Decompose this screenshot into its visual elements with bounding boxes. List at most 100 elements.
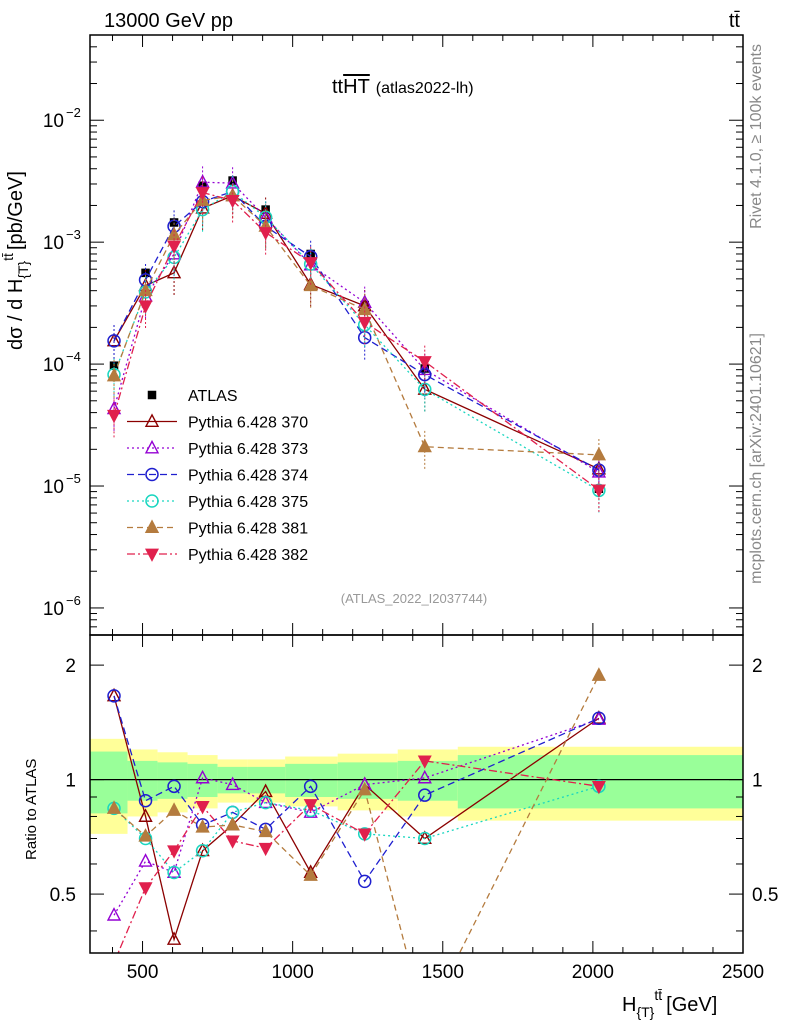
- point-5-9: [591, 446, 607, 461]
- side-label-top: Rivet 4.1.0, ≥ 100k events: [748, 44, 765, 229]
- ratio-point-4-3: [195, 844, 210, 858]
- legend-label-1: Pythia 6.428 370: [188, 415, 308, 432]
- ratio-point-6-5: [258, 842, 273, 857]
- ratio-point-6-4: [225, 835, 240, 849]
- point-6-7: [357, 316, 372, 331]
- ratio-line-2: [113, 718, 600, 916]
- series-line-1: [113, 195, 600, 470]
- y-tick-label: 10: [43, 477, 64, 498]
- point-6-6: [303, 257, 318, 271]
- ratio-point-1-0: [106, 687, 122, 702]
- legend-marker-6: [145, 548, 159, 562]
- legend-marker-3: [145, 467, 159, 482]
- ratio-point-1-8: [417, 830, 432, 845]
- header-left-label: 13000 GeV pp: [104, 10, 233, 32]
- ratio-point-1-2: [166, 931, 182, 945]
- point-6-3: [195, 187, 210, 201]
- ratio-tick-label-left: 2: [65, 656, 76, 677]
- y-tick-exp: −3: [66, 227, 81, 242]
- ratio-point-5-3: [195, 819, 210, 833]
- series-line-2: [113, 181, 600, 473]
- point-6-2: [167, 240, 182, 254]
- legend-label-3: Pythia 6.428 374: [188, 468, 308, 485]
- legend-label-2: Pythia 6.428 373: [188, 441, 308, 458]
- series-line-3: [113, 190, 600, 471]
- ratio-point-6-6: [303, 799, 318, 813]
- header-right-label: tt̄: [729, 10, 741, 32]
- ratio-point-3-8: [418, 788, 432, 802]
- ratio-point-5-6: [303, 867, 318, 881]
- x-tick-label: 2000: [572, 962, 614, 983]
- point-5-6: [303, 277, 318, 292]
- series-ratio-panel: [106, 667, 607, 953]
- ratio-point-3-7: [357, 874, 372, 889]
- ratio-tick-label-right: 2: [752, 656, 763, 677]
- ratio-frame: [89, 634, 744, 954]
- point-5-7: [357, 301, 372, 316]
- ratio-point-2-1: [138, 853, 153, 867]
- ratio-point-6-3: [195, 801, 210, 815]
- ratio-point-6-2: [167, 845, 182, 859]
- legend-marker-1: [144, 413, 160, 427]
- ratio-point-2-8: [417, 769, 432, 784]
- legend-label-4: Pythia 6.428 375: [188, 494, 308, 511]
- legend-label-6: Pythia 6.428 382: [188, 547, 308, 564]
- ratio-point-4-2: [167, 865, 181, 880]
- y-tick-exp: −2: [66, 105, 81, 120]
- point-6-4: [225, 195, 240, 209]
- ratio-line-4: [113, 785, 600, 874]
- legend-marker-5: [144, 519, 160, 533]
- top-frame: [89, 34, 744, 636]
- series-line-4: [113, 190, 600, 491]
- ratio-tick-label-right: 1: [752, 771, 763, 792]
- series-top-panel: [106, 166, 607, 514]
- point-5-8: [417, 438, 432, 453]
- y-tick-exp: −6: [66, 593, 81, 608]
- legend-marker-0: [147, 390, 157, 400]
- x-tick-label: 2500: [722, 962, 764, 983]
- ratio-point-3-0: [107, 689, 121, 703]
- y-tick-label: 10: [43, 599, 64, 620]
- point-5-0: [106, 367, 122, 382]
- ratio-point-6-1: [138, 882, 153, 896]
- legend: ATLAS Pythia 6.428 370 Pythia 6.428 373 Pyt…: [127, 388, 308, 564]
- legend-marker-4: [145, 494, 159, 508]
- point-6-9: [591, 484, 606, 498]
- ratio-point-6-9: [591, 780, 606, 795]
- point-3-0: [107, 334, 121, 348]
- plot-title: ttHT (atlas2022-lh): [332, 76, 474, 98]
- band-inner: [397, 760, 458, 801]
- ratio-tick-label-left: 0.5: [50, 885, 76, 906]
- series-line-6: [113, 191, 600, 491]
- x-tick-label: 500: [127, 962, 159, 983]
- ratio-point-5-9: [591, 667, 607, 681]
- xlabel: H{T}tt̄ [GeV]: [622, 987, 717, 1020]
- ratio-point-5-0: [106, 800, 122, 814]
- ratio-point-4-8: [418, 831, 432, 846]
- band-inner: [90, 751, 128, 814]
- ratio-point-3-6: [303, 779, 318, 794]
- ratio-line-3: [113, 695, 600, 883]
- ylabel-ratio: Ratio to ATLAS: [23, 759, 40, 860]
- y-tick-exp: −5: [66, 471, 81, 486]
- y-tick-label: 10: [43, 111, 64, 132]
- ratio-point-2-5: [258, 794, 273, 809]
- analysis-id: (ATLAS_2022_I2037744): [341, 591, 487, 606]
- band-inner: [187, 763, 218, 798]
- data-uncertainty-bands: [90, 738, 743, 834]
- legend-label-0: ATLAS: [188, 388, 238, 405]
- ratio-tick-label-left: 1: [65, 771, 76, 792]
- ratio-point-1-3: [195, 842, 210, 857]
- ratio-line-1: [113, 695, 600, 942]
- ratio-point-5-2: [166, 802, 182, 816]
- y-tick-label: 10: [43, 355, 64, 376]
- side-label-bottom: mcplots.cern.ch [arXiv:2401.10621]: [748, 333, 765, 584]
- x-tick-label: 1500: [422, 962, 464, 983]
- series-line-5: [113, 195, 599, 456]
- ratio-point-2-0: [106, 907, 122, 921]
- y-tick-label: 10: [43, 233, 64, 254]
- ratio-point-2-3: [195, 769, 210, 784]
- ratio-point-2-2: [166, 864, 182, 878]
- ratio-point-5-1: [138, 828, 153, 842]
